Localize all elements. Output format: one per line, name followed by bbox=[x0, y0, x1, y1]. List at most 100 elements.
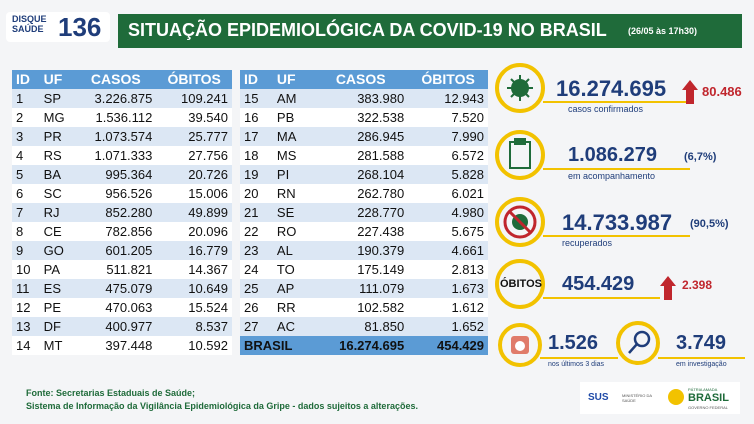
date: (26/05 às 17h30) bbox=[628, 26, 698, 36]
sus-logo: SUS bbox=[588, 392, 609, 403]
investigation-label: em investigação bbox=[676, 361, 727, 368]
cell: 27.756 bbox=[156, 146, 232, 165]
data-row: 24 TO 175.149 2.813 bbox=[240, 260, 488, 279]
cell: 14.367 bbox=[156, 260, 232, 279]
cell: 10.649 bbox=[156, 279, 232, 298]
cell: ID bbox=[12, 70, 40, 89]
cell: 470.063 bbox=[75, 298, 157, 317]
cell: 281.588 bbox=[313, 146, 409, 165]
data-row: 11 ES 475.079 10.649 bbox=[12, 279, 232, 298]
cell: 190.379 bbox=[313, 241, 409, 260]
recent-label: nos últimos 3 dias bbox=[548, 361, 605, 368]
cell: 49.899 bbox=[156, 203, 232, 222]
logo-top: DISQUE bbox=[12, 14, 47, 24]
cell: CASOS bbox=[75, 70, 157, 89]
cell: 852.280 bbox=[75, 203, 157, 222]
cell: CASOS bbox=[313, 70, 409, 89]
cell: 10 bbox=[12, 260, 40, 279]
cell: 5.675 bbox=[408, 222, 488, 241]
cell: RN bbox=[272, 184, 314, 203]
cell: ID bbox=[240, 70, 273, 89]
cell: 5 bbox=[12, 165, 40, 184]
cell: AM bbox=[272, 89, 314, 108]
cell: 4 bbox=[12, 146, 40, 165]
cell: 995.364 bbox=[75, 165, 157, 184]
magnifier-icon bbox=[628, 330, 651, 354]
cell: 956.526 bbox=[75, 184, 157, 203]
cell: 9 bbox=[12, 241, 40, 260]
cell: 1 bbox=[12, 89, 40, 108]
cell: 286.945 bbox=[313, 127, 409, 146]
cell: 20 bbox=[240, 184, 273, 203]
cell: 383.980 bbox=[313, 89, 409, 108]
cell: 109.241 bbox=[156, 89, 232, 108]
cell: 1.071.333 bbox=[75, 146, 157, 165]
data-row: 22 RO 227.438 5.675 bbox=[240, 222, 488, 241]
cell: SP bbox=[39, 89, 76, 108]
data-row: 14 MT 397.448 10.592 bbox=[12, 336, 232, 355]
data-row: 7 RJ 852.280 49.899 bbox=[12, 203, 232, 222]
cell: RS bbox=[39, 146, 76, 165]
cell: 227.438 bbox=[313, 222, 409, 241]
monitoring-percent: (6,7%) bbox=[684, 151, 717, 163]
cell: 15.006 bbox=[156, 184, 232, 203]
cell: ÓBITOS bbox=[156, 70, 232, 89]
cell: 511.821 bbox=[75, 260, 157, 279]
cell: 24 bbox=[240, 260, 273, 279]
logo-strip bbox=[580, 382, 740, 414]
cell: 262.780 bbox=[313, 184, 409, 203]
cell: 39.540 bbox=[156, 108, 232, 127]
data-row: 13 DF 400.977 8.537 bbox=[12, 317, 232, 336]
data-row: 17 MA 286.945 7.990 bbox=[240, 127, 488, 146]
cell: 322.538 bbox=[313, 108, 409, 127]
cell: 20.726 bbox=[156, 165, 232, 184]
data-row: 18 MS 281.588 6.572 bbox=[240, 146, 488, 165]
investigation-value: 3.749 bbox=[676, 332, 727, 354]
cell: MG bbox=[39, 108, 76, 127]
cell: 20.096 bbox=[156, 222, 232, 241]
cell: 14 bbox=[12, 336, 40, 355]
total-row: BRASIL 16.274.695 454.429 bbox=[240, 336, 488, 355]
data-row: 21 SE 228.770 4.980 bbox=[240, 203, 488, 222]
cell: PA bbox=[39, 260, 76, 279]
cell: 7.520 bbox=[408, 108, 488, 127]
cell: 81.850 bbox=[313, 317, 409, 336]
cell: PB bbox=[272, 108, 314, 127]
data-row: 6 SC 956.526 15.006 bbox=[12, 184, 232, 203]
monitoring-value: 1.086.279 bbox=[568, 144, 657, 166]
motto: PÁTRIA AMADA bbox=[688, 387, 718, 392]
footer-system: Sistema de Informação da Vigilância Epid… bbox=[26, 401, 418, 411]
data-row: 20 RN 262.780 6.021 bbox=[240, 184, 488, 203]
cell: 27 bbox=[240, 317, 273, 336]
cell: PI bbox=[272, 165, 314, 184]
data-row: 15 AM 383.980 12.943 bbox=[240, 89, 488, 108]
calendar-icon bbox=[511, 336, 529, 354]
cell: RJ bbox=[39, 203, 76, 222]
data-row: 12 PE 470.063 15.524 bbox=[12, 298, 232, 317]
cell: 8 bbox=[12, 222, 40, 241]
cell: AP bbox=[272, 279, 314, 298]
cell: 15.524 bbox=[156, 298, 232, 317]
cell: MT bbox=[39, 336, 76, 355]
data-row: 26 RR 102.582 1.612 bbox=[240, 298, 488, 317]
recovered-label: recuperados bbox=[562, 238, 613, 248]
cell: BRASIL bbox=[240, 336, 314, 355]
ministry-logo: MINISTÉRIO DA SAÚDE bbox=[622, 393, 652, 403]
cell: 7.990 bbox=[408, 127, 488, 146]
cell: UF bbox=[272, 70, 314, 89]
cell: 102.582 bbox=[313, 298, 409, 317]
cell: 11 bbox=[12, 279, 40, 298]
cell: UF bbox=[39, 70, 76, 89]
recovered-percent: (90,5%) bbox=[690, 218, 729, 230]
cell: 268.104 bbox=[313, 165, 409, 184]
cell: 18 bbox=[240, 146, 273, 165]
cell: 4.661 bbox=[408, 241, 488, 260]
confirmed-label: casos confirmados bbox=[568, 104, 644, 114]
cell: 475.079 bbox=[75, 279, 157, 298]
cell: 601.205 bbox=[75, 241, 157, 260]
cell: CE bbox=[39, 222, 76, 241]
cell: 782.856 bbox=[75, 222, 157, 241]
cell: 454.429 bbox=[408, 336, 488, 355]
clipboard-icon bbox=[509, 138, 531, 169]
